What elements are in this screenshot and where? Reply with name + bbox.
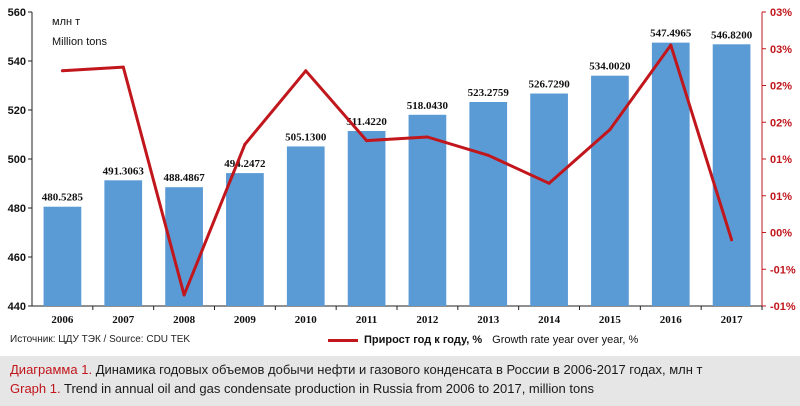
growth-point [486,153,490,157]
growth-point [243,142,247,146]
x-tick-label: 2006 [51,314,74,326]
bar [712,44,751,306]
y-right-tick-label: -01% [770,301,796,313]
x-tick-label: 2015 [599,314,622,326]
x-tick-label: 2013 [477,314,500,326]
growth-point [730,238,734,242]
caption-ru-tag: Диаграмма 1. [10,362,93,377]
caption-ru: Диаграмма 1. Динамика годовых объемов до… [10,362,703,377]
legend: Прирост год к году, % Growth rate year ov… [328,334,638,346]
growth-point [60,69,64,73]
legend-line-swatch [328,338,358,342]
bar-data-label: 518.0430 [407,100,449,112]
y-left-tick-label: 460 [8,252,26,264]
y-left-tick-label: 440 [8,301,26,313]
y-axis-unit: млн т Million tons [52,12,107,52]
source-note: Источник: ЦДУ ТЭК / Source: CDU TEK [10,334,191,345]
y-right-tick-label: 02% [770,117,792,129]
bar-data-label: 523.2759 [468,87,510,99]
growth-point [365,139,369,143]
x-tick-label: 2012 [416,314,439,326]
bar [43,206,82,306]
bar-data-label: 526.7290 [528,79,570,91]
growth-point [425,135,429,139]
caption-en: Graph 1. Trend in annual oil and gas con… [10,381,594,396]
x-tick-label: 2011 [356,314,377,326]
bar [408,114,447,306]
bar [104,180,143,306]
y-left-tick-label: 500 [8,154,26,166]
y-right-tick-label: 00% [770,228,792,240]
x-tick-label: 2008 [173,314,196,326]
bar-data-label: 547.4965 [650,28,692,40]
bar-data-label: 534.0020 [589,61,631,73]
bar [226,173,264,306]
bar-data-label: 488.4867 [163,172,205,184]
y-right-tick-label: -01% [770,264,796,276]
y-axis-unit-ru: млн т [52,16,81,28]
growth-point [669,43,673,47]
x-tick-label: 2014 [538,314,561,326]
bar [469,101,508,306]
caption-ru-text: Динамика годовых объемов добычи нефти и … [95,362,703,377]
bar-data-label: 491.3063 [103,165,145,177]
bar-data-label: 494.2472 [224,158,266,170]
y-right-tick-label: 01% [770,191,792,203]
bar-data-label: 505.1300 [285,131,327,143]
x-tick-label: 2010 [295,314,318,326]
legend-label-en: Growth rate year over year, % [492,334,639,346]
y-right-tick-label: 03% [770,44,792,56]
growth-point [121,65,125,69]
bar [530,93,568,306]
growth-point [304,69,308,73]
y-left-tick-label: 480 [8,203,26,215]
legend-label-ru: Прирост год к году, % [364,334,483,346]
bar-data-label: 511.4220 [346,116,387,128]
bar-data-label: 546.8200 [711,29,753,41]
y-right-tick-label: 03% [770,7,792,19]
x-tick-label: 2017 [721,314,744,326]
x-tick-label: 2007 [112,314,135,326]
y-right-tick-label: 02% [770,81,792,93]
x-tick-label: 2009 [234,314,257,326]
caption: Диаграмма 1. Динамика годовых объемов до… [0,356,800,406]
chart: 440 460 480 500 520 540 560 -01% -01% 00% 01% 01% 02… [8,7,796,326]
bar [651,42,690,306]
y-left-tick-label: 560 [8,7,26,19]
bar-data-label: 480.5285 [42,192,84,204]
growth-line [62,43,734,297]
bar [347,131,386,306]
y-left-tick-label: 540 [8,56,26,68]
growth-point [182,293,186,297]
caption-en-tag: Graph 1. [10,381,61,396]
y-right-tick-label: 01% [770,154,792,166]
y-left-tick-label: 520 [8,105,26,117]
y-axis-unit-en: Million tons [52,36,108,48]
bar [286,146,325,306]
caption-en-text: Trend in annual oil and gas condensate p… [63,381,594,396]
growth-point [547,181,551,185]
x-tick-label: 2016 [660,314,683,326]
growth-point [608,128,612,132]
